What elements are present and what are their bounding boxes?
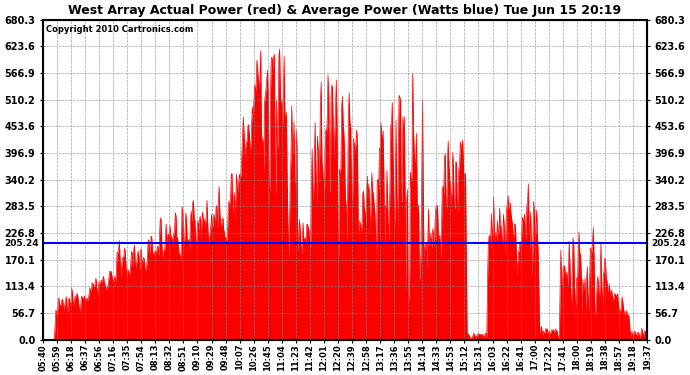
Text: 205.24: 205.24 — [4, 239, 39, 248]
Text: Copyright 2010 Cartronics.com: Copyright 2010 Cartronics.com — [46, 24, 193, 33]
Title: West Array Actual Power (red) & Average Power (Watts blue) Tue Jun 15 20:19: West Array Actual Power (red) & Average … — [68, 4, 622, 17]
Text: 205.24: 205.24 — [651, 239, 686, 248]
